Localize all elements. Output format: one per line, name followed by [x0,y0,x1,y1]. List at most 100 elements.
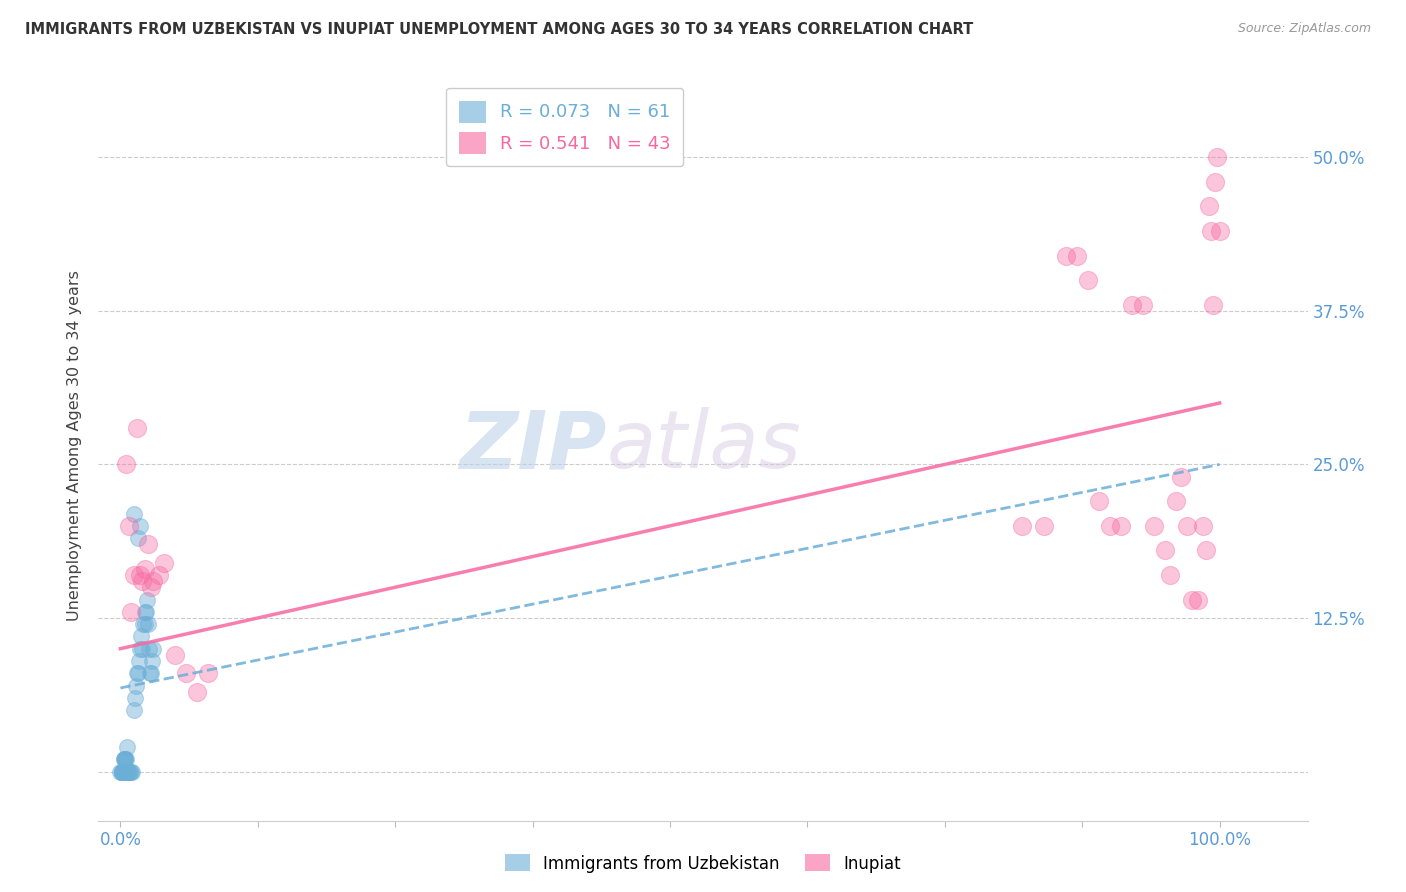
Point [111,764,134,779]
Y-axis label: Unemployment Among Ages 30 to 34 years: Unemployment Among Ages 30 to 34 years [67,270,83,622]
Point [1204,175,1226,189]
Point [1121,298,1143,312]
Point [120,764,142,779]
Point [1098,519,1121,533]
Point [165,648,187,662]
Point [111,764,134,779]
Point [115,752,138,766]
Point [110,764,132,779]
Point [142,641,165,656]
Point [111,764,134,779]
Point [1066,249,1088,263]
Point [1159,568,1181,582]
Point [112,764,135,779]
Point [131,641,153,656]
Point [1208,224,1230,238]
Point [1195,543,1218,558]
Point [1198,199,1220,213]
Point [129,568,152,582]
Point [118,519,141,533]
Point [127,531,149,545]
Point [111,764,134,779]
Point [1199,224,1222,238]
Point [186,684,208,698]
Point [129,641,152,656]
Point [1206,150,1229,164]
Point [141,580,163,594]
Point [1011,519,1033,533]
Point [110,764,132,779]
Point [141,666,163,681]
Point [117,764,139,779]
Point [129,519,152,533]
Point [112,752,135,766]
Point [1132,298,1154,312]
Point [124,690,146,705]
Point [127,666,149,681]
Point [115,764,138,779]
Point [132,617,155,632]
Point [176,666,198,681]
Point [134,617,156,632]
Point [197,666,219,681]
Point [1170,469,1192,483]
Legend: R = 0.073   N = 61, R = 0.541   N = 43: R = 0.073 N = 61, R = 0.541 N = 43 [446,88,683,166]
Legend: Immigrants from Uzbekistan, Inupiat: Immigrants from Uzbekistan, Inupiat [499,847,907,880]
Point [112,764,135,779]
Point [114,752,136,766]
Point [114,764,136,779]
Point [111,764,134,779]
Point [1109,519,1132,533]
Point [1187,592,1209,607]
Point [114,752,136,766]
Point [111,764,134,779]
Point [122,703,145,717]
Point [1143,519,1166,533]
Point [128,654,150,668]
Point [110,764,132,779]
Point [125,679,148,693]
Point [138,641,160,656]
Point [111,764,134,779]
Point [136,537,159,551]
Point [153,556,176,570]
Text: Source: ZipAtlas.com: Source: ZipAtlas.com [1237,22,1371,36]
Point [112,752,135,766]
Point [112,764,135,779]
Point [115,764,138,779]
Point [1153,543,1175,558]
Point [1032,519,1054,533]
Point [115,458,138,472]
Point [1202,298,1225,312]
Point [122,507,145,521]
Point [122,568,145,582]
Point [110,764,132,779]
Point [1181,592,1204,607]
Point [118,764,141,779]
Point [125,420,148,434]
Point [1077,273,1099,287]
Point [112,764,135,779]
Point [134,605,156,619]
Point [110,764,132,779]
Point [115,764,138,779]
Point [110,764,132,779]
Point [131,574,153,588]
Point [121,764,143,779]
Point [1175,519,1198,533]
Point [142,574,165,588]
Point [111,764,134,779]
Point [129,629,152,643]
Point [141,654,163,668]
Point [139,666,162,681]
Point [115,739,138,754]
Point [110,764,132,779]
Point [135,605,157,619]
Point [120,605,142,619]
Point [135,592,157,607]
Point [136,617,159,632]
Point [148,568,170,582]
Point [120,764,142,779]
Point [110,764,132,779]
Point [134,562,156,576]
